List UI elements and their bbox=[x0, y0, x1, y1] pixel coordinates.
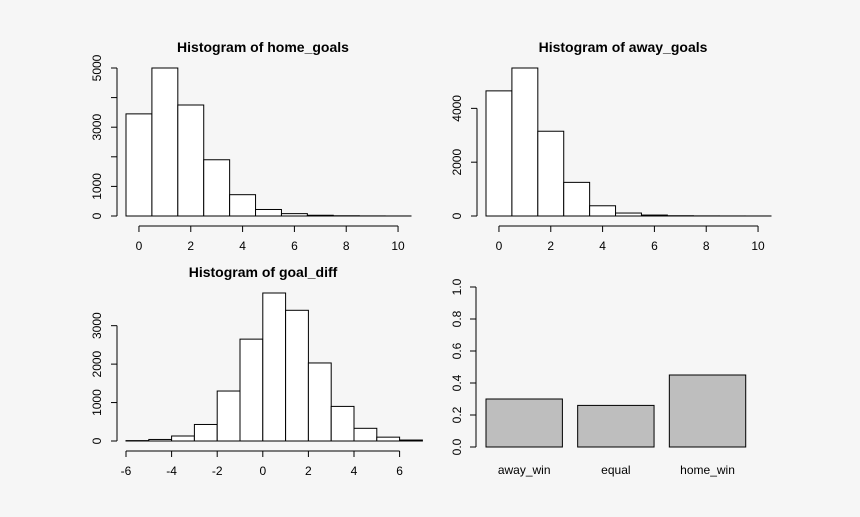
x-tick-label-goal-diff-5: 4 bbox=[351, 464, 358, 478]
x-tick-label-away-goals-0: 0 bbox=[496, 239, 503, 253]
y-tick-label-goal-diff-0: 0 bbox=[90, 437, 104, 444]
x-category-label-away_win: away_win bbox=[498, 463, 551, 477]
histogram-bar-goal-diff-10 bbox=[353, 427, 378, 442]
x-tick-label-away-goals-2: 4 bbox=[599, 239, 606, 253]
x-tick-label-home-goals-2: 4 bbox=[239, 239, 246, 253]
x-tick-label-home-goals-1: 2 bbox=[187, 239, 194, 253]
histogram-bar-away-goals-1 bbox=[511, 67, 539, 217]
chart-title-goal-diff: Histogram of goal_diff bbox=[189, 264, 338, 280]
y-tick-label-home-goals-3: 5000 bbox=[90, 54, 104, 81]
y-tick-label-away-goals-0: 0 bbox=[450, 212, 464, 219]
histogram-bar-home-goals-4 bbox=[229, 194, 257, 217]
bar-equal bbox=[577, 404, 655, 448]
histogram-bar-goal-diff-7 bbox=[285, 309, 309, 442]
histogram-bar-goal-diff-11 bbox=[376, 436, 401, 442]
chart-title-home-goals: Histogram of home_goals bbox=[177, 39, 349, 55]
y-tick-label-goal-diff-2: 2000 bbox=[90, 350, 104, 377]
y-tick-label-outcome-2: 0.4 bbox=[450, 374, 464, 391]
x-tick-label-away-goals-5: 10 bbox=[751, 239, 765, 253]
histogram-bar-home-goals-3 bbox=[203, 159, 231, 217]
y-tick-label-outcome-0: 0.0 bbox=[450, 438, 464, 455]
y-tick-label-outcome-5: 1.0 bbox=[450, 278, 464, 295]
x-tick-label-home-goals-0: 0 bbox=[136, 239, 143, 253]
histogram-bar-away-goals-6 bbox=[640, 214, 668, 217]
x-tick-label-goal-diff-6: 6 bbox=[396, 464, 403, 478]
histogram-bar-goal-diff-1 bbox=[148, 438, 173, 442]
y-tick-label-away-goals-1: 2000 bbox=[450, 149, 464, 176]
chart-title-away-goals: Histogram of away_goals bbox=[539, 39, 708, 55]
histogram-bar-goal-diff-12 bbox=[399, 439, 423, 442]
x-category-label-equal: equal bbox=[601, 463, 630, 477]
histogram-bar-away-goals-2 bbox=[537, 130, 565, 217]
bar-away_win bbox=[485, 398, 563, 448]
y-tick-label-goal-diff-1: 1000 bbox=[90, 389, 104, 416]
y-tick-label-outcome-4: 0.8 bbox=[450, 310, 464, 327]
histogram-bar-home-goals-0 bbox=[125, 113, 153, 217]
y-tick-label-outcome-1: 0.2 bbox=[450, 406, 464, 423]
x-category-label-home_win: home_win bbox=[680, 463, 735, 477]
y-tick-label-home-goals-1: 1000 bbox=[90, 173, 104, 200]
x-tick-label-away-goals-3: 6 bbox=[651, 239, 658, 253]
x-tick-label-goal-diff-1: -4 bbox=[166, 464, 177, 478]
histogram-bar-home-goals-1 bbox=[151, 67, 179, 217]
y-tick-label-away-goals-2: 4000 bbox=[450, 95, 464, 122]
histogram-bar-goal-diff-3 bbox=[193, 423, 218, 442]
histogram-bar-away-goals-3 bbox=[563, 181, 591, 217]
x-tick-label-home-goals-3: 6 bbox=[291, 239, 298, 253]
x-tick-label-goal-diff-3: 0 bbox=[259, 464, 266, 478]
histogram-bar-home-goals-5 bbox=[255, 208, 282, 217]
x-tick-label-home-goals-5: 10 bbox=[391, 239, 405, 253]
histogram-bar-goal-diff-4 bbox=[216, 390, 241, 442]
x-tick-label-goal-diff-2: -2 bbox=[212, 464, 223, 478]
histogram-bar-goal-diff-8 bbox=[307, 362, 332, 442]
histogram-bar-home-goals-7 bbox=[306, 214, 334, 217]
x-tick-label-goal-diff-4: 2 bbox=[305, 464, 312, 478]
histogram-bar-goal-diff-5 bbox=[239, 338, 264, 442]
x-tick-label-goal-diff-0: -6 bbox=[121, 464, 132, 478]
x-tick-label-away-goals-1: 2 bbox=[547, 239, 554, 253]
histogram-bar-home-goals-2 bbox=[177, 104, 205, 217]
x-tick-label-home-goals-4: 8 bbox=[343, 239, 350, 253]
histogram-bar-away-goals-0 bbox=[485, 90, 513, 217]
y-tick-label-goal-diff-3: 3000 bbox=[90, 312, 104, 339]
y-tick-label-home-goals-2: 3000 bbox=[90, 114, 104, 141]
histogram-bar-goal-diff-9 bbox=[330, 405, 355, 442]
y-tick-label-outcome-3: 0.6 bbox=[450, 342, 464, 359]
histogram-bar-away-goals-4 bbox=[589, 205, 617, 217]
histogram-bar-away-goals-5 bbox=[615, 212, 642, 217]
histogram-bar-home-goals-6 bbox=[280, 213, 308, 217]
x-tick-label-away-goals-4: 8 bbox=[703, 239, 710, 253]
y-tick-label-home-goals-0: 0 bbox=[90, 212, 104, 219]
histogram-bar-goal-diff-2 bbox=[171, 435, 195, 442]
histogram-bar-goal-diff-6 bbox=[262, 292, 287, 442]
bar-home_win bbox=[668, 374, 747, 448]
